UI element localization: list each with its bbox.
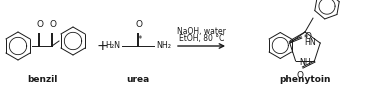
Text: NaOH, water: NaOH, water [177,27,226,36]
Text: O: O [49,20,57,29]
Text: *: * [304,34,308,43]
Text: NH: NH [299,58,311,67]
Text: O: O [135,20,142,29]
Text: phenytoin: phenytoin [279,75,331,84]
Text: O: O [36,20,44,29]
Text: benzil: benzil [27,75,57,84]
Text: O: O [297,71,304,80]
Text: NH₂: NH₂ [156,41,171,50]
Text: *: * [138,35,142,44]
Text: EtOH, 80 °C: EtOH, 80 °C [179,34,224,43]
Text: urea: urea [126,75,150,84]
Text: +: + [96,39,108,53]
Text: H₂N: H₂N [105,41,120,50]
Text: HN: HN [304,38,316,47]
Text: O: O [305,32,312,41]
